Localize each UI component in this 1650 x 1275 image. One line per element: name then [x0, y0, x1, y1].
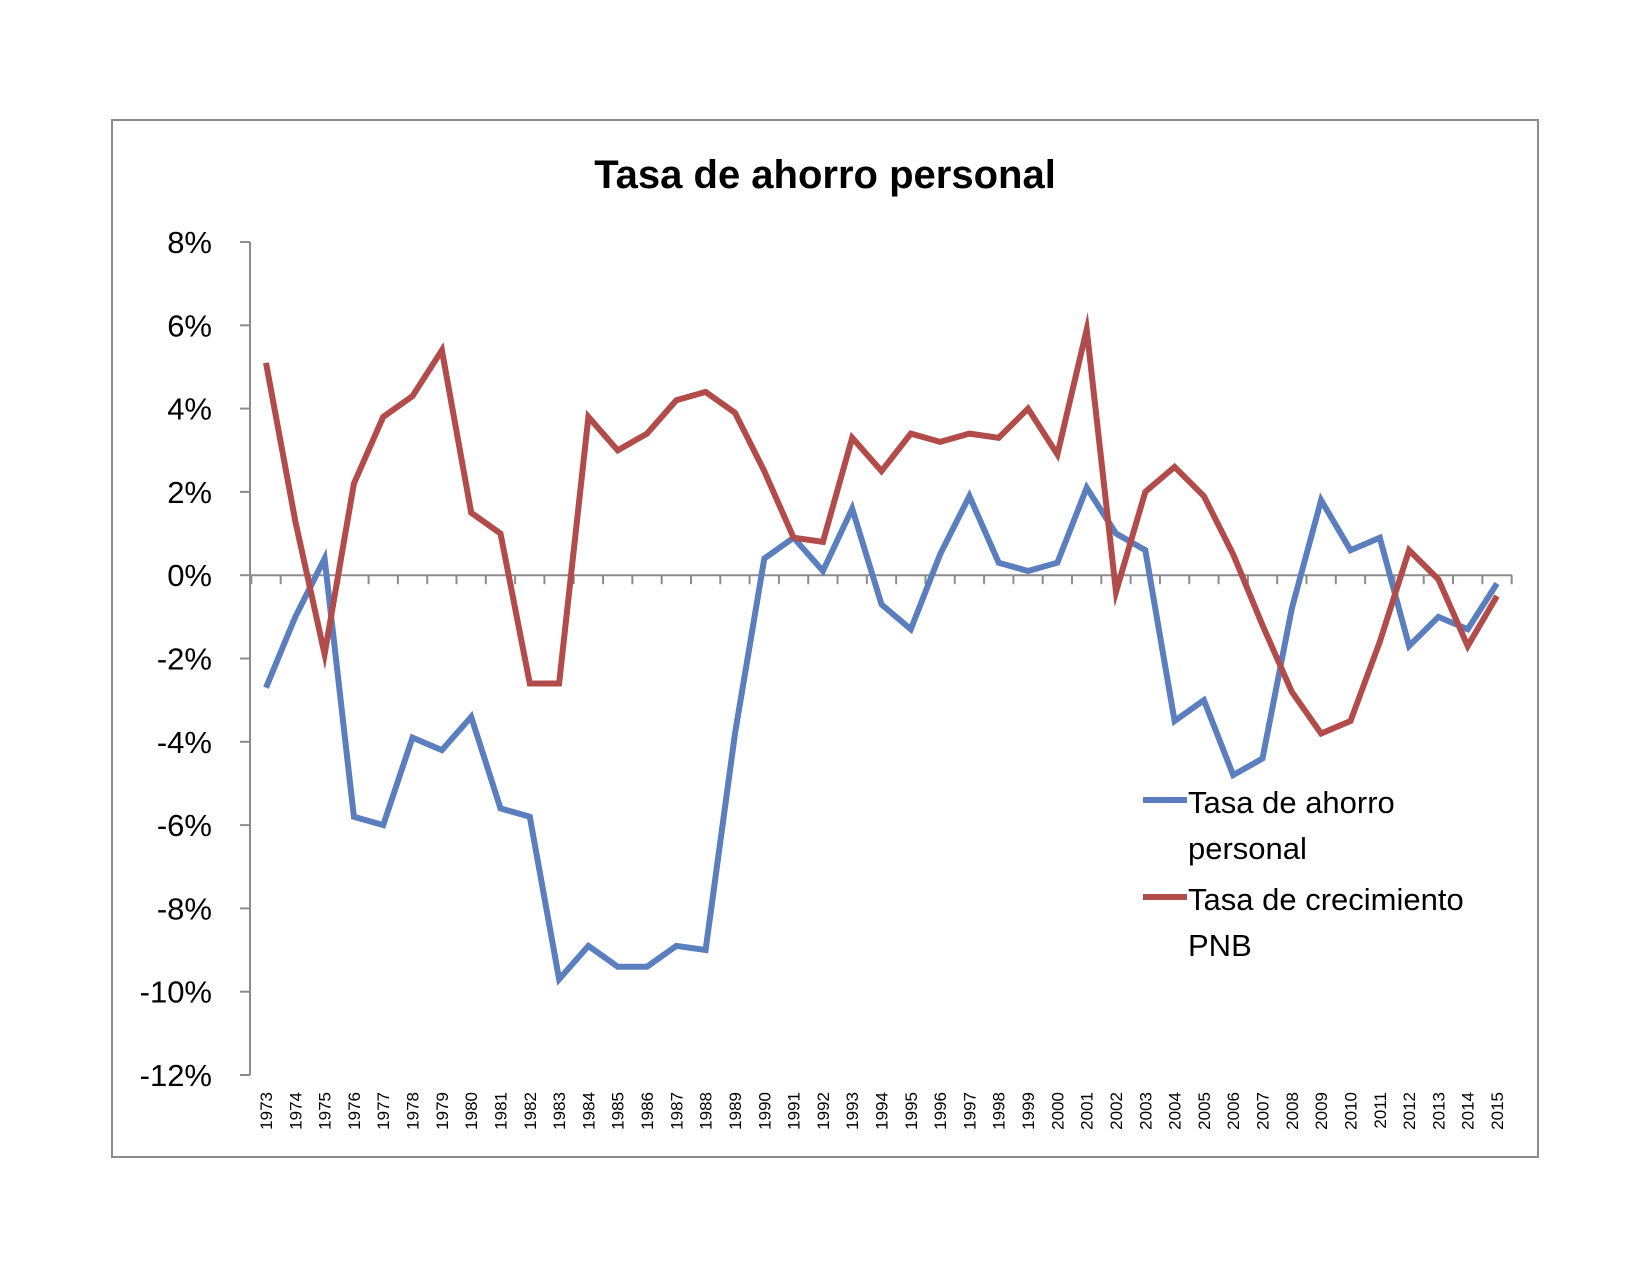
x-tick-label: 2000 [1048, 1092, 1067, 1130]
x-tick-label: 2007 [1254, 1092, 1273, 1130]
x-tick-label: 2005 [1195, 1092, 1214, 1130]
x-tick-label: 1993 [843, 1092, 862, 1130]
y-tick-label: -4% [157, 725, 212, 760]
x-tick-label: 1975 [316, 1092, 335, 1130]
x-tick-label: 2002 [1107, 1092, 1126, 1130]
x-tick-label: 2006 [1224, 1092, 1243, 1130]
x-tick-label: 1997 [960, 1092, 979, 1130]
x-tick-label: 1976 [345, 1092, 364, 1130]
x-tick-label: 2012 [1400, 1092, 1419, 1130]
x-tick-label: 1984 [579, 1092, 598, 1130]
x-tick-label: 2013 [1429, 1092, 1448, 1130]
x-tick-label: 1989 [726, 1092, 745, 1130]
x-tick-label: 2010 [1341, 1092, 1360, 1130]
x-tick-label: 1982 [521, 1092, 540, 1130]
y-tick-label: 2% [167, 475, 212, 510]
x-tick-label: 1994 [873, 1092, 892, 1130]
y-tick-label: 8% [167, 225, 212, 260]
x-tick-label: 1988 [697, 1092, 716, 1130]
x-tick-label: 2014 [1459, 1092, 1478, 1130]
x-tick-label: 1991 [785, 1092, 804, 1130]
x-tick-label: 1995 [902, 1092, 921, 1130]
x-tick-label: 1998 [990, 1092, 1009, 1130]
legend-label-2: Tasa de crecimiento [1188, 882, 1464, 917]
legend: Tasa de ahorro personal Tasa de crecimient… [1143, 785, 1464, 963]
y-tick-label: -6% [157, 808, 212, 843]
x-tick-label: 1979 [433, 1092, 452, 1130]
x-tick-label: 1983 [550, 1092, 569, 1130]
plot-area: 8%6%4%2%0%-2%-4%-6%-8%-10%-12% 1973 1974 1… [140, 225, 1513, 1130]
y-tick-label: -2% [157, 642, 212, 677]
x-tick-label: 1999 [1019, 1092, 1038, 1130]
y-tick-label: 4% [167, 392, 212, 427]
x-tick-label: 1981 [491, 1092, 510, 1130]
x-tick-label: 1996 [931, 1092, 950, 1130]
x-tick-label: 1980 [462, 1092, 481, 1130]
legend-label-2: PNB [1188, 928, 1252, 963]
y-axis: 8% 6% 4% 2% 0% -2% -4% -6% -8% -10% -12% [140, 225, 251, 1093]
chart-title: Tasa de ahorro personal [594, 153, 1056, 197]
series-lines [263, 311, 1500, 986]
y-tick-label: 0% [167, 558, 212, 593]
x-tick-label: 2015 [1488, 1092, 1507, 1130]
legend-label-1: Tasa de ahorro [1188, 785, 1395, 820]
x-tick-label: 2001 [1078, 1092, 1097, 1130]
y-tick-label: -8% [157, 891, 212, 926]
x-axis: 1973 1974 1975 1976 1977 1978 1979 1980 1981 1982… [250, 574, 1513, 1130]
x-tick-label: 2003 [1136, 1092, 1155, 1130]
x-tick-label: 2009 [1312, 1092, 1331, 1130]
x-tick-label: 1973 [257, 1092, 276, 1130]
x-tick-label: 2011 [1371, 1092, 1390, 1129]
x-tick-label: 1978 [404, 1092, 423, 1130]
x-tick-label: 1986 [638, 1092, 657, 1130]
x-tick-label: 1987 [667, 1092, 686, 1130]
x-tick-label: 1990 [755, 1092, 774, 1130]
x-tick-label: 2004 [1166, 1092, 1185, 1130]
x-tick-label: 1992 [814, 1092, 833, 1130]
legend-label-1: personal [1188, 831, 1307, 866]
y-tick-label: -12% [140, 1058, 212, 1093]
chart-frame [111, 119, 1539, 1158]
x-tick-label: 1985 [609, 1092, 628, 1130]
y-tick-label: 6% [167, 308, 212, 343]
x-tick-label: 1977 [374, 1092, 393, 1130]
x-tick-label: 1974 [286, 1092, 305, 1130]
y-tick-label: -10% [140, 975, 212, 1010]
x-tick-label: 2008 [1283, 1092, 1302, 1130]
